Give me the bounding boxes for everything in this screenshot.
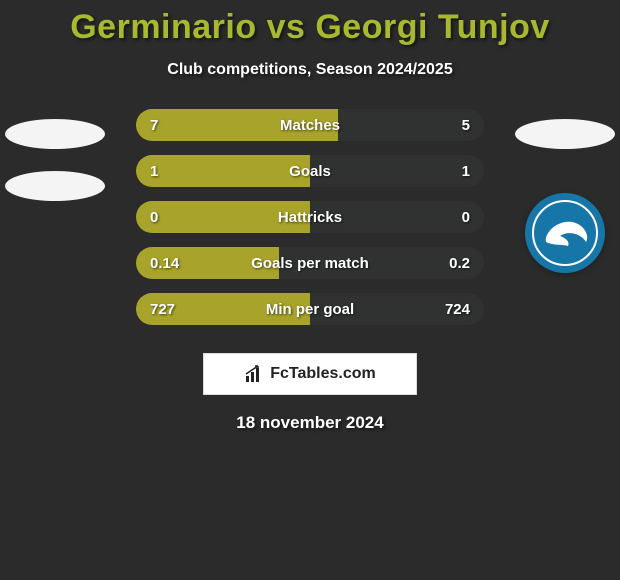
stat-bar-right-segment (279, 247, 484, 279)
bar-chart-icon (244, 364, 264, 384)
stat-bar-row: 7Matches5 (136, 109, 484, 141)
page-title: Germinario vs Georgi Tunjov (0, 0, 620, 47)
infographic-date: 18 november 2024 (0, 413, 620, 433)
club-badge (525, 193, 605, 273)
stat-bar-right-segment (310, 201, 484, 233)
comparison-infographic: Germinario vs Georgi Tunjov Club competi… (0, 0, 620, 580)
club-badge-ring (532, 200, 598, 266)
stat-bar-right-segment (310, 155, 484, 187)
player-left-column (0, 109, 110, 213)
subtitle: Club competitions, Season 2024/2025 (0, 61, 620, 79)
player-left-avatar-ellipse (5, 119, 105, 149)
stat-bar-right-segment (310, 293, 484, 325)
stat-bar-left-segment (136, 155, 310, 187)
brand-badge: FcTables.com (203, 353, 417, 395)
player-right-column (510, 109, 620, 273)
stat-bar-row: 0Hattricks0 (136, 201, 484, 233)
stat-bar-left-segment (136, 201, 310, 233)
stat-bar-left-segment (136, 109, 338, 141)
stat-bar-row: 0.14Goals per match0.2 (136, 247, 484, 279)
stat-bar-left-segment (136, 247, 279, 279)
dolphin-icon (542, 216, 592, 252)
comparison-arena: 7Matches5 1Goals1 0Hattricks0 0.14Goals per… (0, 109, 620, 325)
stat-bar-track (136, 155, 484, 187)
stat-bar-row: 727Min per goal724 (136, 293, 484, 325)
brand-text: FcTables.com (270, 365, 376, 383)
stat-bar-left-segment (136, 293, 310, 325)
stat-bar-track (136, 201, 484, 233)
stat-bar-track (136, 109, 484, 141)
stat-bar-row: 1Goals1 (136, 155, 484, 187)
player-left-secondary-ellipse (5, 171, 105, 201)
stat-bar-stack: 7Matches5 1Goals1 0Hattricks0 0.14Goals per… (136, 109, 484, 325)
stat-bar-right-segment (338, 109, 484, 141)
stat-bar-track (136, 293, 484, 325)
stat-bar-track (136, 247, 484, 279)
player-right-avatar-ellipse (515, 119, 615, 149)
